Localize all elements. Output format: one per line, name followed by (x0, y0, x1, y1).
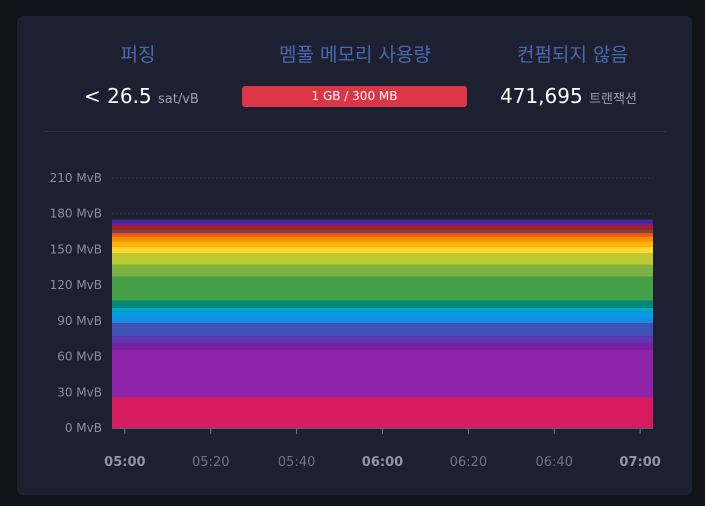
series-band (112, 311, 653, 319)
series-band (112, 219, 653, 224)
series-band (112, 276, 653, 301)
unconfirmed-unit: 트랜잭션 (589, 92, 637, 107)
x-tick-label: 06:00 (362, 455, 403, 470)
series-band (112, 229, 653, 233)
series-band (112, 253, 653, 265)
x-tick-label: 05:20 (192, 455, 229, 470)
x-tick-label: 07:00 (619, 455, 660, 470)
y-tick-label: 90 MvB (57, 314, 102, 328)
fee-unit: sat/vB (158, 92, 199, 107)
series-band (112, 307, 653, 312)
divider (44, 131, 666, 132)
fee-title: 퍼징 (120, 44, 156, 66)
fee-value: < 26.5 sat/vB (84, 84, 199, 112)
series-band (112, 397, 653, 428)
series-band (112, 241, 653, 248)
series-band (112, 236, 653, 242)
series-band (112, 225, 653, 230)
series-band (112, 323, 653, 337)
unconfirmed-value: 471,695 트랜잭션 (500, 84, 637, 112)
series-band (112, 232, 653, 237)
memory-title: 멤풀 메모리 사용량 (279, 44, 431, 66)
x-tick-label: 06:40 (536, 455, 573, 470)
x-tick-label: 05:00 (104, 455, 145, 470)
y-tick-label: 60 MvB (57, 350, 102, 364)
fee-amount: < 26.5 (84, 84, 152, 108)
series-band (112, 343, 653, 350)
y-tick-label: 120 MvB (50, 278, 102, 292)
unconfirmed-count: 471,695 (500, 84, 583, 108)
y-tick-label: 180 MvB (50, 207, 102, 221)
y-tick-label: 30 MvB (57, 385, 102, 399)
series-band (112, 349, 653, 398)
series-band (112, 223, 653, 226)
series-band (112, 264, 653, 277)
series-band (112, 300, 653, 308)
y-tick-label: 0 MvB (65, 421, 102, 435)
y-tick-label: 150 MvB (50, 242, 102, 256)
y-tick-label: 210 MvB (50, 171, 102, 185)
memory-usage-bar: 1 GB / 300 MB (242, 86, 467, 107)
unconfirmed-title: 컨펌되지 않음 (517, 44, 628, 66)
x-tick-label: 05:40 (278, 455, 315, 470)
series-band (112, 318, 653, 324)
x-tick-label: 06:20 (450, 455, 487, 470)
series-band (112, 336, 653, 344)
series-band (112, 247, 653, 253)
